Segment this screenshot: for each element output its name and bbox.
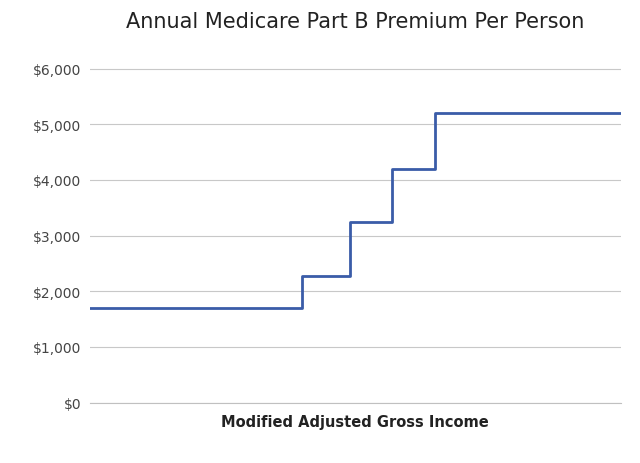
X-axis label: Modified Adjusted Gross Income: Modified Adjusted Gross Income	[221, 414, 489, 429]
Title: Annual Medicare Part B Premium Per Person: Annual Medicare Part B Premium Per Perso…	[126, 12, 584, 32]
